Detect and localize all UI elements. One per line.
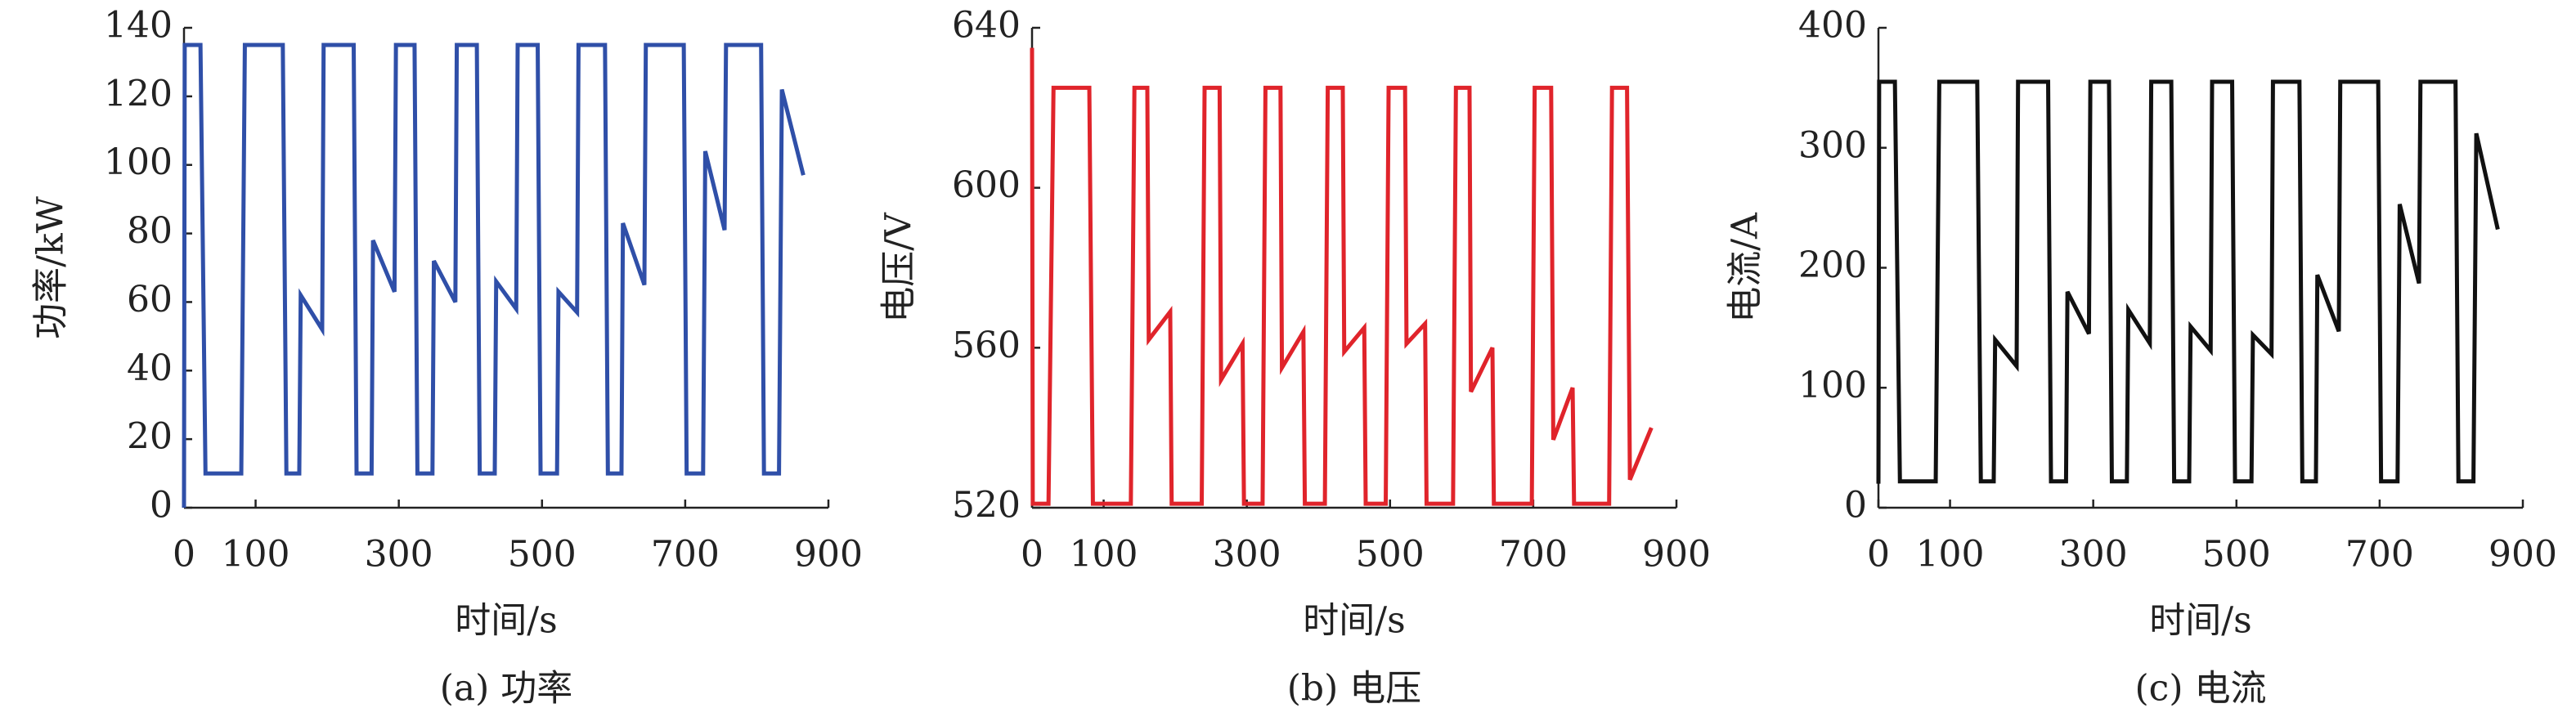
y-tick-label: 140 [104,5,173,47]
y-tick-label: 200 [1798,244,1867,286]
y-axis-label: 电压/V [878,212,920,323]
y-tick-label: 560 [952,325,1021,366]
x-tick-label: 0 [1021,534,1043,576]
x-tick-label: 500 [508,534,577,576]
x-tick-label: 900 [2488,534,2557,576]
y-tick-label: 60 [127,279,173,320]
data-line [182,43,806,509]
y-tick-label: 80 [127,210,173,252]
x-axis-label: 时间/s [455,600,557,642]
y-tick-label: 640 [952,5,1021,47]
caption: (a) 功率 [440,668,573,710]
y-tick-label: 520 [952,485,1021,527]
y-axis-label: 电流/A [1725,212,1766,323]
x-tick-label: 300 [365,534,433,576]
data-line [1876,79,2500,484]
x-tick-label: 700 [651,534,720,576]
y-tick-label: 400 [1798,5,1867,47]
x-tick-label: 100 [222,534,290,576]
y-tick-label: 120 [104,73,173,114]
x-tick-label: 100 [1070,534,1138,576]
x-tick-label: 0 [173,534,195,576]
y-tick-label: 0 [150,485,173,527]
y-axis-label: 功率/kW [30,195,72,338]
x-tick-label: 300 [1213,534,1281,576]
x-tick-label: 100 [1916,534,1985,576]
x-axis-label: 时间/s [2149,600,2251,642]
caption: (c) 电流 [2135,668,2267,710]
x-tick-label: 500 [1356,534,1425,576]
x-tick-label: 700 [1499,534,1568,576]
y-tick-label: 20 [127,416,173,458]
y-tick-label: 100 [104,141,173,183]
caption: (b) 电压 [1287,668,1421,710]
x-tick-label: 900 [794,534,863,576]
x-tick-label: 300 [2059,534,2128,576]
x-tick-label: 0 [1867,534,1890,576]
x-tick-label: 500 [2202,534,2271,576]
y-tick-label: 300 [1798,124,1867,166]
y-tick-label: 40 [127,347,173,389]
x-tick-label: 900 [1642,534,1711,576]
y-tick-label: 100 [1798,365,1867,406]
y-tick-label: 600 [952,164,1021,206]
x-axis-label: 时间/s [1303,600,1405,642]
y-tick-label: 0 [1844,485,1867,527]
x-tick-label: 700 [2345,534,2414,576]
data-line [1030,47,1654,506]
